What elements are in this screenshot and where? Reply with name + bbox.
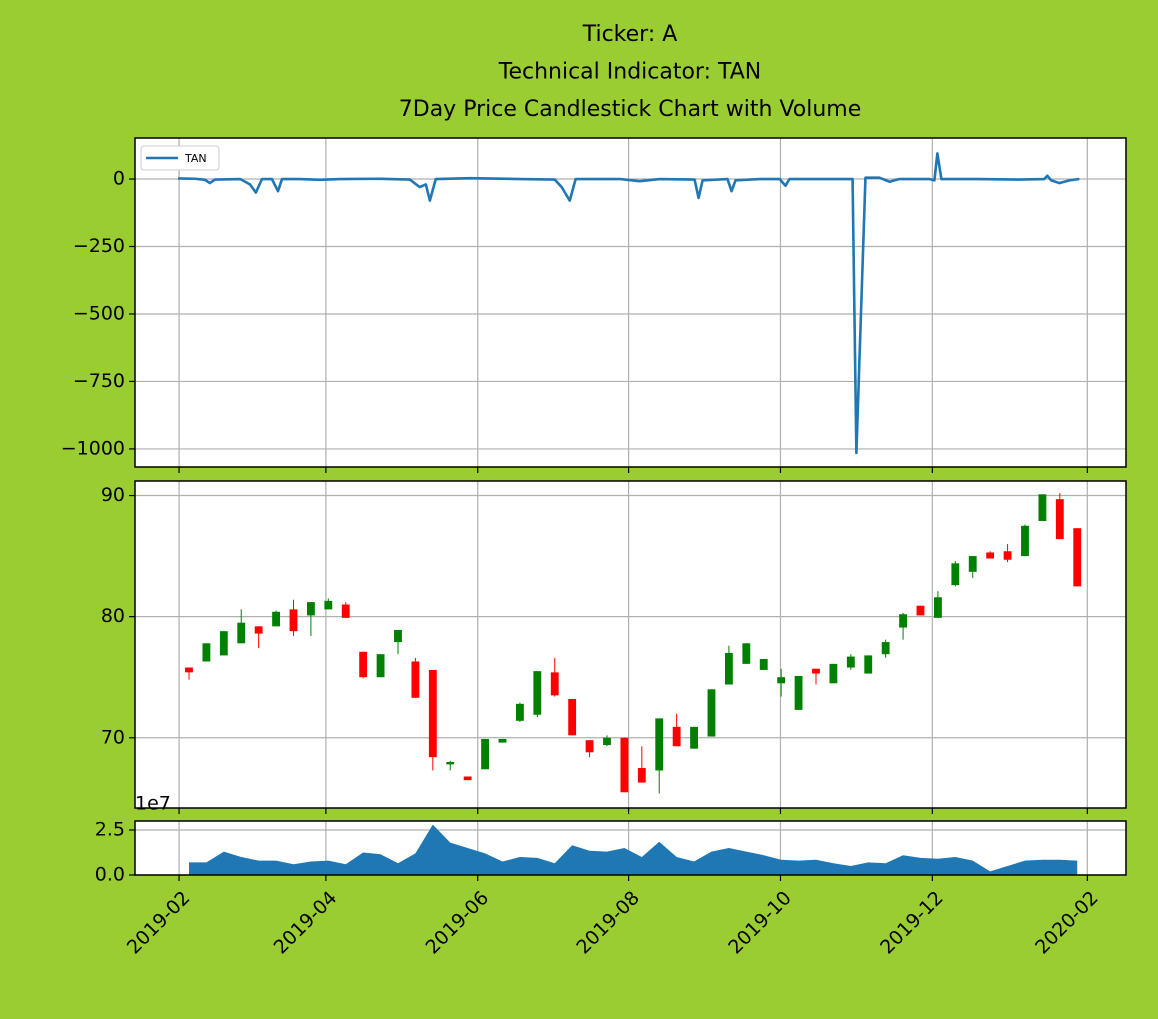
candle-body xyxy=(916,605,925,616)
candle-body xyxy=(1003,551,1012,560)
candle-body xyxy=(603,737,611,746)
candle-body xyxy=(933,597,942,618)
candle-body xyxy=(690,726,698,749)
plot-background xyxy=(135,481,1126,808)
candle-body xyxy=(968,556,977,572)
chart-title: Technical Indicator: TAN xyxy=(498,60,762,85)
y-tick-label: 90 xyxy=(101,484,125,506)
candle-body xyxy=(846,656,855,668)
candle-body xyxy=(306,602,315,616)
candle-body xyxy=(1073,528,1082,587)
legend-label: TAN xyxy=(184,152,207,165)
y-tick-label: 0 xyxy=(113,168,125,190)
y-tick-label: 2.5 xyxy=(95,819,125,841)
candle-body xyxy=(463,776,472,781)
indicator-line xyxy=(177,152,1080,455)
y-tick-label: −750 xyxy=(73,370,125,392)
plot-area xyxy=(135,138,1126,467)
candle-body xyxy=(899,614,907,628)
candle-body xyxy=(185,667,193,673)
candle-body xyxy=(202,643,211,662)
candle-body xyxy=(324,600,333,610)
candle-body xyxy=(254,626,263,634)
candle-body xyxy=(568,699,577,736)
candle-body xyxy=(237,622,246,644)
candle-body xyxy=(359,651,368,678)
candle-body xyxy=(864,655,873,674)
candle-body xyxy=(1038,494,1047,521)
candle-body xyxy=(707,689,716,737)
candle-body xyxy=(550,672,559,696)
chart-title: Ticker: A xyxy=(582,22,678,47)
candle-body xyxy=(672,726,681,747)
candle-body xyxy=(794,675,803,710)
candle-body xyxy=(498,738,507,743)
candle-body xyxy=(655,718,664,771)
y-tick-label: 70 xyxy=(101,726,125,748)
y-tick-label: −250 xyxy=(73,235,125,257)
candle-body xyxy=(1021,525,1029,557)
y-tick-label: 0.0 xyxy=(95,864,125,886)
y-tick-label: −1000 xyxy=(61,437,125,459)
candle-body xyxy=(272,611,280,627)
candle-body xyxy=(411,661,420,698)
candle-body xyxy=(637,768,646,783)
legend-box xyxy=(140,145,220,171)
candle-body xyxy=(812,668,820,674)
candle-body xyxy=(829,663,838,684)
candle-body xyxy=(986,552,995,559)
chart-title: 7Day Price Candlestick Chart with Volume xyxy=(399,97,861,122)
candle-body xyxy=(881,642,890,655)
plot-frame xyxy=(134,137,1127,468)
candle-body xyxy=(376,654,385,678)
candle-body xyxy=(219,631,228,656)
y-tick-label: 80 xyxy=(101,605,125,627)
candle-body xyxy=(724,652,733,685)
volume-area xyxy=(188,824,1078,875)
candle-body xyxy=(1055,499,1064,540)
candle-body xyxy=(759,659,768,670)
plot-frame xyxy=(134,480,1127,809)
candle-body xyxy=(951,563,960,586)
candle-body xyxy=(515,703,524,721)
candle-body xyxy=(777,677,786,684)
candle-body xyxy=(533,671,542,715)
plot-area xyxy=(135,481,1126,808)
y-tick-label: −500 xyxy=(73,302,125,324)
candle-body xyxy=(742,643,751,664)
candle-body xyxy=(585,740,594,753)
candle-body xyxy=(446,761,455,765)
candle-body xyxy=(289,609,298,632)
offset-label: 1e7 xyxy=(135,793,171,815)
candle-body xyxy=(341,604,350,618)
candle-body xyxy=(394,629,402,643)
plot-frame xyxy=(134,820,1127,876)
candle-body xyxy=(481,738,489,770)
candle-body xyxy=(620,737,629,793)
plot-background xyxy=(135,138,1126,467)
candle-body xyxy=(428,669,437,758)
